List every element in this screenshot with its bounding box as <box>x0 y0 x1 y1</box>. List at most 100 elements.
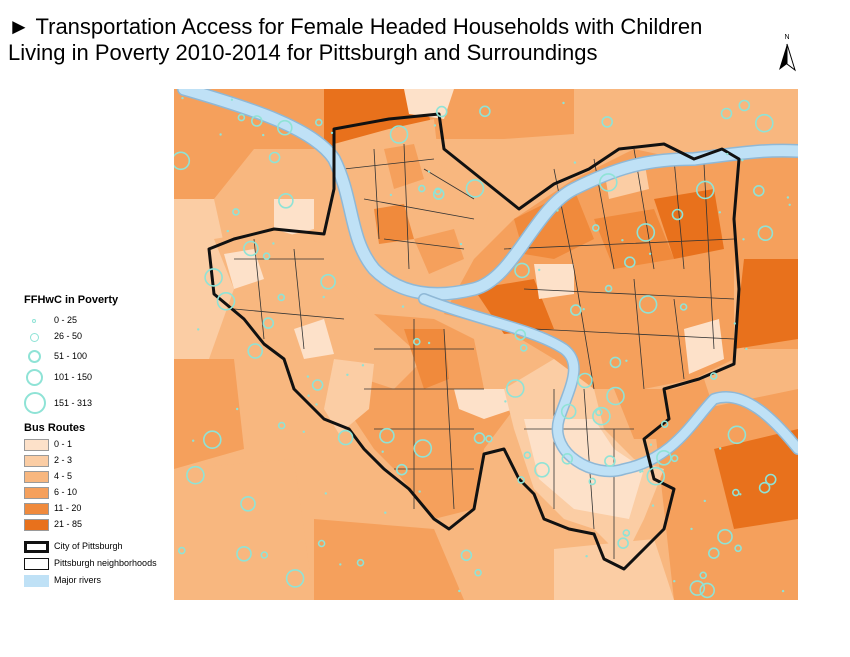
poverty-symbol <box>726 152 729 156</box>
poverty-symbol <box>247 343 263 359</box>
poverty-symbol <box>178 546 186 555</box>
legend-label: 0 - 1 <box>54 439 73 449</box>
legend-label: Pittsburgh neighborhoods <box>54 558 157 568</box>
poverty-symbol <box>346 373 349 376</box>
poverty-symbol <box>670 454 679 463</box>
city-boundary <box>207 112 741 571</box>
poverty-symbol <box>754 113 774 133</box>
poverty-symbol <box>251 115 263 127</box>
tract <box>714 429 798 529</box>
poverty-symbol <box>236 407 239 411</box>
poverty-symbol <box>606 386 625 406</box>
poverty-symbol <box>561 452 574 465</box>
color-swatch <box>24 439 49 451</box>
legend-label: 21 - 85 <box>54 519 83 529</box>
neighborhood <box>414 229 464 274</box>
poverty-symbol <box>609 356 622 369</box>
bus-class-3: 6 - 10 <box>24 486 174 502</box>
legend: FFHwC in Poverty 0 - 25 26 - 50 51 - 100… <box>24 294 174 591</box>
legend-label: 2 - 3 <box>54 455 73 465</box>
poverty-symbol <box>237 113 246 122</box>
poverty-symbol <box>519 344 528 352</box>
poverty-symbol <box>651 504 655 507</box>
poverty-symbol <box>216 292 236 311</box>
poverty-symbol <box>432 188 445 200</box>
poverty-symbol <box>427 341 431 345</box>
tract <box>314 519 464 600</box>
poverty-symbol <box>591 224 600 232</box>
poverty-symbol <box>433 124 437 127</box>
poverty-symbol <box>459 242 463 246</box>
poverty-symbol <box>731 488 740 497</box>
poverty-symbol <box>320 273 336 290</box>
poverty-symbol <box>272 242 275 245</box>
poverty-symbol <box>742 238 745 241</box>
poverty-symbol <box>285 569 305 588</box>
tract <box>404 89 454 119</box>
thick-outline-swatch <box>24 541 49 553</box>
poverty-symbol <box>739 493 742 496</box>
poverty-symbol <box>646 466 666 486</box>
poverty-symbol <box>381 450 384 453</box>
bus-class-2: 4 - 5 <box>24 470 174 486</box>
poverty-symbol <box>322 295 325 299</box>
neighborhood <box>454 389 514 419</box>
poverty-symbol <box>504 400 507 403</box>
poverty-symbol <box>315 403 318 406</box>
poverty-symbol <box>277 293 286 302</box>
city-west <box>214 229 424 389</box>
poverty-symbol <box>232 208 240 216</box>
legend-pittsburgh-neighborhoods: Pittsburgh neighborhoods <box>24 557 174 574</box>
poverty-symbol <box>788 203 791 206</box>
color-swatch <box>24 519 49 531</box>
poverty-symbol <box>786 196 790 199</box>
poverty-symbol <box>418 184 426 193</box>
bus-legend-title: Bus Routes <box>24 422 86 434</box>
poverty-class-4: 151 - 313 <box>24 392 174 418</box>
map-title: ► Transportation Access for Female Heade… <box>8 14 748 66</box>
poverty-symbol <box>757 225 774 241</box>
legend-label: 11 - 20 <box>54 503 82 513</box>
poverty-class-2: 51 - 100 <box>24 348 174 368</box>
poverty-symbol <box>192 439 195 442</box>
tract <box>174 359 244 469</box>
poverty-symbol <box>465 179 485 198</box>
poverty-symbol <box>197 328 200 331</box>
poverty-symbol <box>671 208 684 221</box>
tract <box>734 259 798 349</box>
poverty-symbol <box>260 551 269 559</box>
color-swatch <box>24 455 49 467</box>
poverty-symbol <box>396 463 408 476</box>
poverty-symbol <box>219 133 222 136</box>
bus-class-1: 2 - 3 <box>24 454 174 470</box>
poverty-symbol <box>718 211 721 214</box>
poverty-symbol <box>427 170 431 173</box>
poverty-symbol <box>598 173 618 192</box>
poverty-symbol <box>236 545 252 562</box>
poverty-symbol <box>573 161 577 164</box>
poverty-symbol <box>302 430 305 433</box>
tract <box>174 459 314 600</box>
poverty-symbol <box>317 539 326 548</box>
circle-symbol-icon <box>32 319 36 323</box>
color-swatch <box>24 487 49 499</box>
poverty-symbol <box>556 209 559 212</box>
poverty-symbol <box>401 305 405 308</box>
neighborhood <box>384 144 424 189</box>
poverty-symbol <box>758 481 771 494</box>
tract <box>574 89 798 159</box>
title-line-2: Living in Poverty 2010-2014 for Pittsbur… <box>8 40 598 65</box>
poverty-class-3: 101 - 150 <box>24 368 174 392</box>
poverty-symbol <box>534 461 550 478</box>
legend-label: 4 - 5 <box>54 471 73 481</box>
circle-symbol-icon <box>30 333 39 342</box>
tract <box>424 89 574 139</box>
poverty-symbol <box>636 223 656 242</box>
poverty-symbol <box>505 379 525 398</box>
poverty-symbol <box>690 527 693 531</box>
poverty-symbol <box>277 421 286 430</box>
poverty-symbol <box>727 425 747 445</box>
poverty-symbol <box>315 118 323 127</box>
poverty-symbol <box>324 492 327 495</box>
poverty-symbol <box>361 364 365 367</box>
